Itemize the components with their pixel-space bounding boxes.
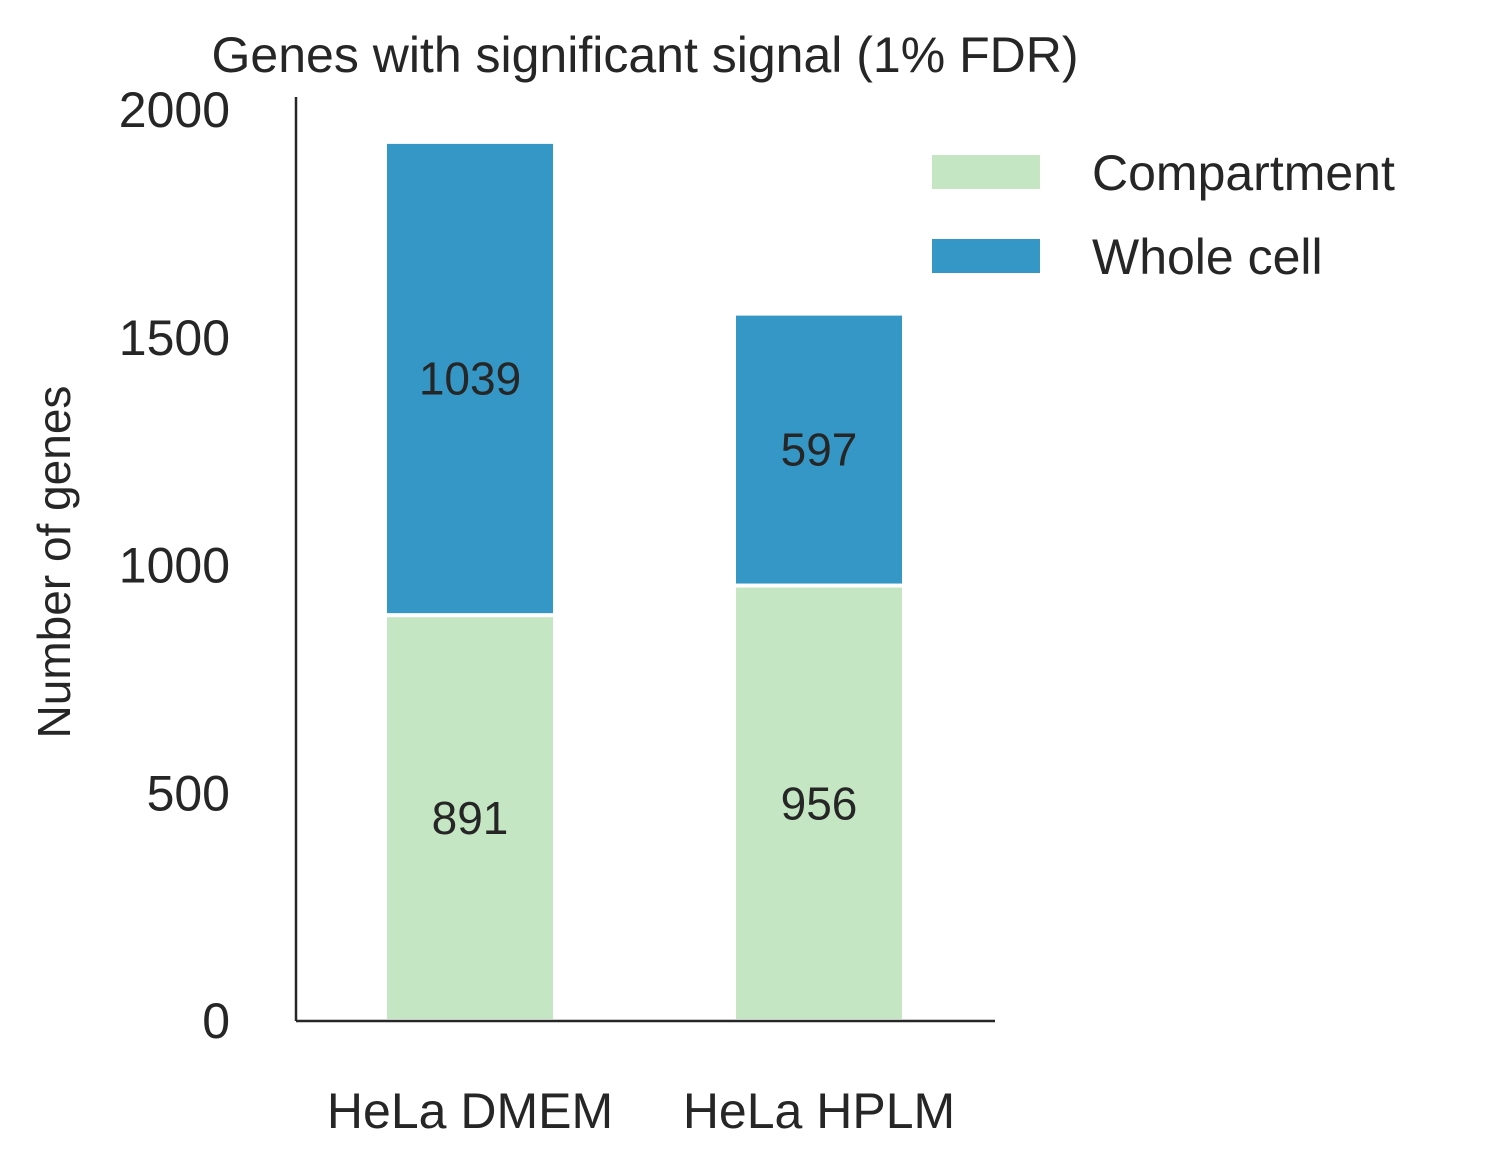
- bar-value-label: 891: [432, 792, 509, 844]
- bar-0-0: [383, 613, 557, 1023]
- bar-1-0: [383, 139, 557, 618]
- legend-label-0: Compartment: [1092, 145, 1395, 201]
- y-tick-label: 1500: [119, 310, 230, 366]
- bar-value-label: 1039: [419, 353, 521, 405]
- x-tick-labels: HeLa DMEM HeLa HPLM: [327, 1083, 955, 1139]
- bar-value-label: 597: [781, 424, 858, 476]
- bar-1-1: [732, 311, 906, 588]
- legend: Compartment Whole cell: [932, 145, 1395, 285]
- y-tick-label: 500: [147, 765, 230, 821]
- y-tick-labels: 0 500 1000 1500 2000: [119, 82, 230, 1049]
- y-tick-label: 2000: [119, 82, 230, 138]
- legend-label-1: Whole cell: [1092, 229, 1323, 285]
- bar-value-label: 956: [781, 777, 858, 829]
- bar-labels-group: 891 1039 956 597: [419, 353, 858, 845]
- bars-group: [383, 139, 906, 1023]
- x-tick-label: HeLa DMEM: [327, 1083, 613, 1139]
- chart-title: Genes with significant signal (1% FDR): [212, 27, 1079, 83]
- y-tick-label: 1000: [119, 538, 230, 594]
- x-tick-label: HeLa HPLM: [683, 1083, 955, 1139]
- legend-swatch-1: [932, 239, 1040, 273]
- y-axis-label: Number of genes: [28, 386, 80, 739]
- y-tick-label: 0: [202, 993, 230, 1049]
- legend-swatch-0: [932, 155, 1040, 189]
